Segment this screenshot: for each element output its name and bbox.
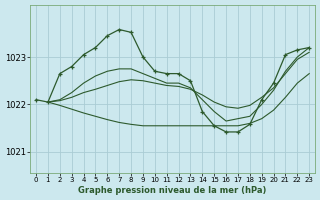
X-axis label: Graphe pression niveau de la mer (hPa): Graphe pression niveau de la mer (hPa): [78, 186, 267, 195]
